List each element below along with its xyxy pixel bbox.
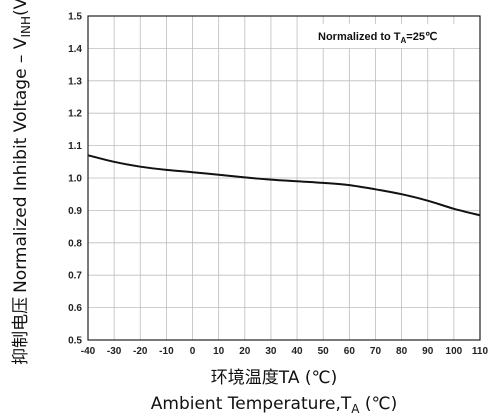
plot-frame <box>87 15 481 341</box>
x-tick-label: -20 <box>133 346 148 357</box>
y-tick-label: 0.9 <box>68 206 82 217</box>
x-tick-label: 100 <box>446 346 463 357</box>
x-tick-label: -40 <box>81 346 96 357</box>
x-tick-label: 0 <box>190 346 196 357</box>
y-tick-labels: 0.5 0.6 0.7 0.8 0.9 1.0 1.1 1.2 1.3 1.4 1.5 <box>68 12 82 347</box>
y-axis-label-unit: (V) <box>11 0 31 16</box>
x-tick-label: 10 <box>213 346 225 357</box>
x-tick-label: 50 <box>318 346 330 357</box>
x-axis-label-en: Ambient Temperature,TA (℃) <box>151 394 397 416</box>
x-tick-label: 20 <box>239 346 251 357</box>
x-tick-labels: -40 -30 -20 -10 0 10 20 30 40 50 60 70 80 90 100 110 <box>81 346 489 357</box>
annotation-text: Normalized to TA=25℃ <box>318 31 437 45</box>
y-tick-label: 1.1 <box>68 141 82 152</box>
x-axis-label-en-sub: A <box>351 402 360 416</box>
y-tick-label: 1.3 <box>68 76 82 87</box>
y-axis-label-sub: INH <box>19 16 33 38</box>
x-tick-label: 90 <box>422 346 434 357</box>
annotation-tail: =25℃ <box>406 31 437 43</box>
annotation-main: Normalized to T <box>318 31 401 43</box>
y-tick-label: 1.0 <box>68 174 82 185</box>
x-tick-label: 80 <box>396 346 408 357</box>
y-axis-label-en: Normalized Inhibit Voltage – V <box>11 37 31 293</box>
x-axis-label-en-unit: (℃) <box>359 394 397 414</box>
series-group <box>87 154 481 217</box>
annotation-box: Normalized to TA=25℃ <box>306 24 474 48</box>
y-tick-label: 1.5 <box>68 12 82 23</box>
y-tick-label: 0.7 <box>68 271 82 282</box>
y-tick-label: 0.5 <box>68 336 82 347</box>
x-axis-label-cn: 环境温度TA (℃) <box>211 368 337 388</box>
y-tick-label: 1.4 <box>68 44 82 55</box>
y-tick-label: 1.2 <box>68 109 82 120</box>
y-tick-label: 0.6 <box>68 303 82 314</box>
y-tick-label: 0.8 <box>68 238 82 249</box>
x-axis-label-en-main: Ambient Temperature,T <box>151 394 352 414</box>
x-tick-label: 30 <box>265 346 277 357</box>
y-axis-label: 抑制电压 Normalized Inhibit Voltage – VINH(V) <box>11 0 33 365</box>
x-tick-label: 40 <box>292 346 304 357</box>
x-tick-label: -30 <box>107 346 122 357</box>
x-tick-label: 60 <box>344 346 356 357</box>
x-tick-label: 70 <box>370 346 382 357</box>
x-tick-label: -10 <box>159 346 174 357</box>
x-tick-label: 110 <box>472 346 489 357</box>
series-line-0 <box>87 154 481 217</box>
grid <box>87 15 481 341</box>
annotation-sub: A <box>401 36 407 45</box>
y-axis-label-cn: 抑制电压 <box>11 297 31 365</box>
